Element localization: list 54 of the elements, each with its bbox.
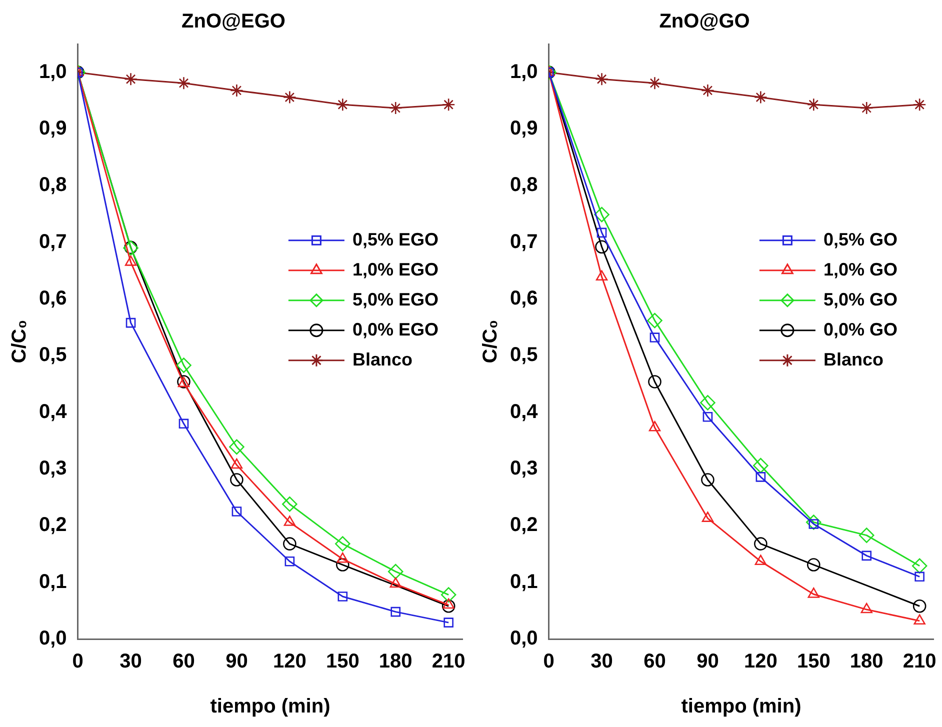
x-axis-title: tiempo (min) [210, 696, 330, 718]
y-tick-label: 0,2 [38, 514, 67, 536]
x-tick-label: 30 [590, 650, 613, 673]
x-tick-label: 0 [543, 650, 554, 673]
y-tick-label: 0,9 [38, 118, 67, 140]
legend-label: 5,0% EGO [352, 289, 438, 310]
x-tick-label: 0 [72, 650, 84, 673]
x-tick-label: 210 [432, 650, 466, 673]
y-tick-label: 0,7 [510, 230, 538, 253]
x-tick-label: 90 [696, 650, 719, 673]
y-tick-label: 0,6 [510, 288, 538, 310]
y-tick-label: 0,5 [38, 344, 67, 366]
x-tick-label: 180 [378, 650, 412, 673]
y-tick-label: 1,0 [510, 60, 538, 83]
y-tick-label: 0,1 [38, 570, 67, 593]
y-tick-label: 0,6 [38, 288, 67, 310]
x-tick-label: 150 [796, 650, 830, 673]
legend-label: 0,5% GO [823, 229, 898, 250]
x-tick-label: 180 [850, 650, 884, 673]
y-axis-title: C/C₀ [8, 320, 31, 364]
y-tick-label: 0,0 [510, 628, 538, 650]
legend-label: 1,0% EGO [352, 259, 438, 280]
y-tick-label: 0,3 [38, 458, 67, 480]
y-tick-label: 0,7 [38, 230, 67, 253]
x-tick-label: 60 [644, 650, 666, 673]
legend-label: 0,5% EGO [352, 229, 438, 250]
x-tick-label: 210 [902, 650, 936, 673]
y-tick-label: 0,0 [38, 628, 67, 650]
chart-title: ZnO@GO [659, 10, 750, 33]
x-tick-label: 60 [172, 650, 195, 673]
x-tick-label: 150 [326, 650, 360, 673]
y-axis-title: C/C₀ [480, 320, 502, 364]
y-tick-label: 0,9 [510, 118, 538, 140]
y-tick-label: 0,4 [38, 400, 68, 423]
y-tick-label: 0,2 [510, 514, 538, 536]
x-axis-title: tiempo (min) [681, 696, 802, 718]
y-tick-label: 0,5 [510, 344, 538, 366]
y-tick-label: 0,8 [38, 174, 67, 196]
legend-label: 0,0% GO [823, 319, 898, 340]
legend-label: 5,0% GO [823, 289, 898, 310]
y-tick-label: 0,4 [510, 400, 539, 423]
x-tick-label: 90 [226, 650, 248, 673]
legend-label: Blanco [352, 349, 412, 370]
legend-label: Blanco [823, 349, 884, 370]
y-tick-label: 1,0 [38, 60, 67, 83]
y-tick-label: 0,1 [510, 570, 538, 593]
legend-label: 0,0% EGO [352, 319, 438, 340]
legend-label: 1,0% GO [823, 259, 898, 280]
y-tick-label: 0,3 [510, 458, 538, 480]
y-tick-label: 0,8 [510, 174, 538, 196]
x-tick-label: 120 [272, 650, 306, 673]
chart-title: ZnO@EGO [182, 10, 286, 33]
x-tick-label: 120 [744, 650, 778, 673]
x-tick-label: 30 [120, 650, 142, 673]
